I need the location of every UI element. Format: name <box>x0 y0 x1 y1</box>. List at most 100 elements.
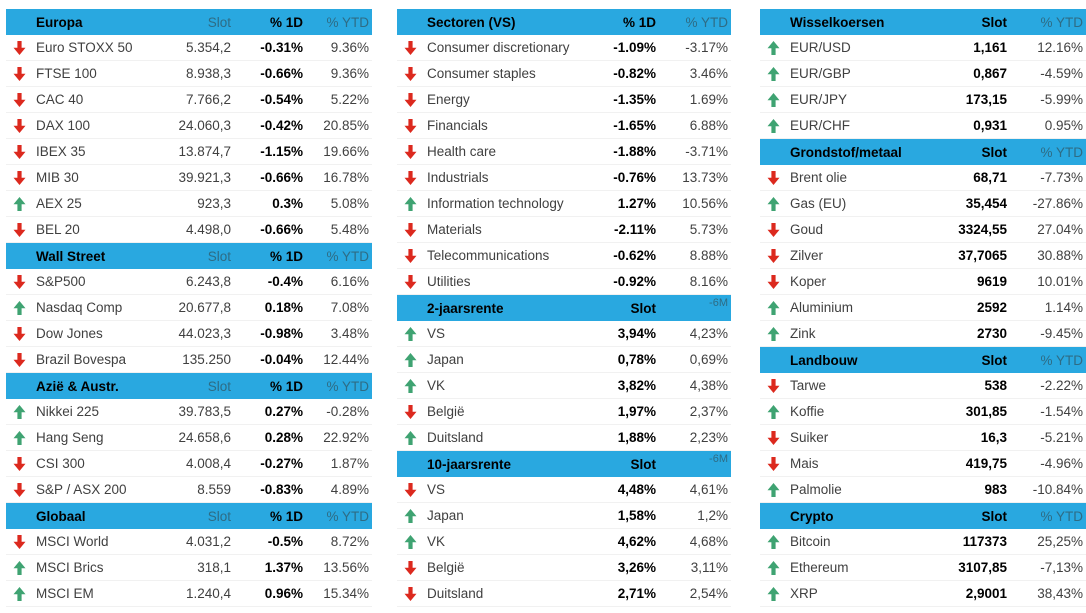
instrument-name: Suiker <box>790 430 829 445</box>
instrument-name: Zilver <box>790 248 823 263</box>
down-arrow-icon <box>397 586 427 601</box>
table-row: Duitsland 1,88% 2,23% <box>397 425 731 451</box>
value-cell: -2.22% <box>1040 378 1083 393</box>
value-cell: 3,94% <box>617 326 656 341</box>
value-cell: -0.27% <box>260 456 303 471</box>
value-cell: 3,26% <box>617 560 656 575</box>
value-cell: -0.76% <box>613 170 656 185</box>
header-col-label: -6M <box>709 452 728 465</box>
value-cell: 4,48% <box>617 482 656 497</box>
down-arrow-icon <box>6 482 36 497</box>
value-cell: 4,38% <box>689 378 728 393</box>
instrument-name: Palmolie <box>790 482 842 497</box>
value-cell: 13.874,7 <box>178 144 231 159</box>
instrument-name: Nikkei 225 <box>36 404 100 419</box>
instrument-name: Gas (EU) <box>790 196 847 211</box>
instrument-name: Nasdaq Comp <box>36 300 123 315</box>
table-row: Energy -1.35% 1.69% <box>397 87 731 113</box>
up-arrow-icon <box>760 118 790 133</box>
up-arrow-icon <box>6 404 36 419</box>
value-cell: -1.88% <box>613 144 656 159</box>
table-row: Health care -1.88% -3.71% <box>397 139 731 165</box>
table-crypto: Crypto Slot % YTD Bitcoin 117373 25,25% Ethere… <box>760 503 1086 607</box>
table-row: EUR/CHF 0,931 0.95% <box>760 113 1086 139</box>
value-cell: -10.84% <box>1032 482 1083 497</box>
instrument-name: EUR/JPY <box>790 92 848 107</box>
value-cell: 10.01% <box>1037 274 1083 289</box>
section-header-wall-street: Wall Street Slot % 1D % YTD <box>6 243 372 269</box>
value-cell: 0,867 <box>973 66 1007 81</box>
value-cell: 24.060,3 <box>178 118 231 133</box>
value-cell: 6.243,8 <box>185 274 231 289</box>
section-title: 10-jaarsrente <box>427 456 512 472</box>
value-cell: -4.59% <box>1040 66 1083 81</box>
down-arrow-icon <box>6 40 36 55</box>
value-cell: 6.88% <box>689 118 728 133</box>
value-cell: 7.08% <box>330 300 369 315</box>
table-row: Consumer discretionary -1.09% -3.17% <box>397 35 731 61</box>
value-cell: -27.86% <box>1032 196 1083 211</box>
value-cell: 117373 <box>962 534 1007 549</box>
value-cell: 3,11% <box>690 560 728 575</box>
header-col-label: % YTD <box>326 508 369 524</box>
instrument-name: EUR/USD <box>790 40 851 55</box>
value-cell: 2,37% <box>689 404 728 419</box>
section-title: Sectoren (VS) <box>427 14 516 30</box>
table-row: Euro STOXX 50 5.354,2 -0.31% 9.36% <box>6 35 372 61</box>
value-cell: -5.21% <box>1040 430 1083 445</box>
section-header-10-jaarsrente: 10-jaarsrente Slot -6M <box>397 451 731 477</box>
instrument-name: Japan <box>427 352 464 367</box>
value-cell: 1,58% <box>617 508 656 523</box>
section-title: Europa <box>36 14 83 30</box>
instrument-name: Duitsland <box>427 586 484 601</box>
table-row: Goud 3324,55 27.04% <box>760 217 1086 243</box>
value-cell: -0.28% <box>326 404 369 419</box>
table-row: Zilver 37,7065 30.88% <box>760 243 1086 269</box>
table-row: CSI 300 4.008,4 -0.27% 1.87% <box>6 451 372 477</box>
table-row: Consumer staples -0.82% 3.46% <box>397 61 731 87</box>
section-title: Crypto <box>790 508 834 524</box>
instrument-name: België <box>427 404 465 419</box>
instrument-name: Brazil Bovespa <box>36 352 127 367</box>
value-cell: 5.73% <box>689 222 728 237</box>
down-arrow-icon <box>397 404 427 419</box>
instrument-name: Financials <box>427 118 488 133</box>
up-arrow-icon <box>760 196 790 211</box>
instrument-name: VK <box>427 534 446 549</box>
table-row: België 1,97% 2,37% <box>397 399 731 425</box>
down-arrow-icon <box>397 118 427 133</box>
header-col-label: % YTD <box>326 248 369 264</box>
value-cell: 318,1 <box>197 560 231 575</box>
instrument-name: VK <box>427 378 446 393</box>
value-cell: 4.89% <box>330 482 369 497</box>
table-row: FTSE 100 8.938,3 -0.66% 9.36% <box>6 61 372 87</box>
up-arrow-icon <box>397 352 427 367</box>
instrument-name: Aluminium <box>790 300 854 315</box>
table-row: S&P500 6.243,8 -0.4% 6.16% <box>6 269 372 295</box>
value-cell: 301,85 <box>965 404 1007 419</box>
up-arrow-icon <box>397 508 427 523</box>
table-row: VK 4,62% 4,68% <box>397 529 731 555</box>
header-col-label: % YTD <box>326 378 369 394</box>
down-arrow-icon <box>397 40 427 55</box>
header-col-label: % YTD <box>1040 144 1083 160</box>
header-col-label: % YTD <box>326 14 369 30</box>
value-cell: 4,62% <box>617 534 656 549</box>
up-arrow-icon <box>760 560 790 575</box>
instrument-name: Industrials <box>427 170 489 185</box>
table-row: EUR/USD 1,161 12.16% <box>760 35 1086 61</box>
table-row: Tarwe 538 -2.22% <box>760 373 1086 399</box>
value-cell: 8.938,3 <box>185 66 231 81</box>
down-arrow-icon <box>6 222 36 237</box>
instrument-name: Consumer discretionary <box>427 40 570 55</box>
value-cell: 38,43% <box>1037 586 1083 601</box>
instrument-name: MSCI EM <box>36 586 94 601</box>
header-col-label: % 1D <box>269 508 303 524</box>
header-col-label: Slot <box>630 456 657 472</box>
value-cell: 13.73% <box>682 170 728 185</box>
table-row: Hang Seng 24.658,6 0.28% 22.92% <box>6 425 372 451</box>
header-col-label: % 1D <box>269 378 303 394</box>
table-row: Financials -1.65% 6.88% <box>397 113 731 139</box>
header-col-label: Slot <box>207 378 231 394</box>
